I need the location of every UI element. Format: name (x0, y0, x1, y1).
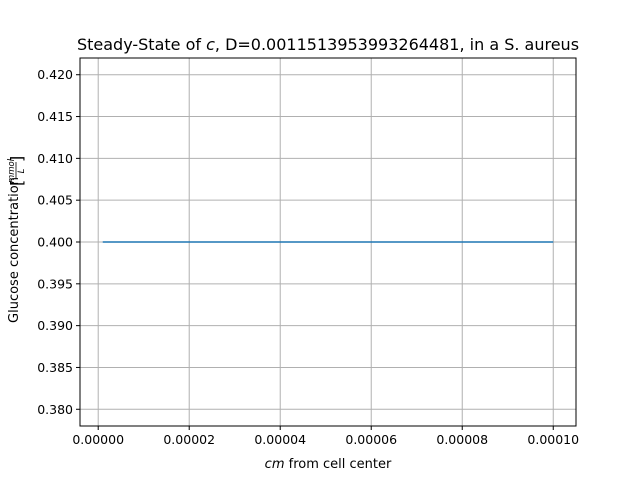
x-tick-label: 0.00008 (436, 432, 488, 447)
y-tick-label: 0.410 (37, 151, 73, 166)
y-tick-label: 0.390 (37, 318, 73, 333)
y-tick-label: 0.400 (37, 235, 73, 250)
x-tick-label: 0.00004 (254, 432, 306, 447)
x-tick-label: 0.00000 (72, 432, 124, 447)
x-tick-label: 0.00006 (345, 432, 397, 447)
y-axis-label-bracket-right: ] (7, 156, 26, 162)
y-axis-label: Glucose concentration [ mmol L ] (7, 156, 27, 323)
y-axis: 0.380 0.385 0.390 0.395 0.400 0.405 0.410 0.415… (37, 67, 80, 417)
y-tick-label: 0.380 (37, 402, 73, 417)
y-axis-label-bracket-left: [ (7, 180, 26, 186)
x-tick-label: 0.00010 (527, 432, 579, 447)
y-tick-label: 0.415 (37, 109, 73, 124)
x-tick-label: 0.00002 (163, 432, 215, 447)
y-tick-label: 0.395 (37, 276, 73, 291)
y-axis-label-text: Glucose concentration (7, 177, 22, 323)
chart-title: Steady-State of c, D=0.00115139539932644… (77, 35, 579, 54)
y-tick-label: 0.420 (37, 67, 73, 82)
y-tick-label: 0.385 (37, 360, 73, 375)
y-axis-unit-denominator: L (17, 168, 27, 173)
x-axis-label: cm from cell center (265, 457, 392, 472)
x-axis: 0.00000 0.00002 0.00004 0.00006 0.00008 0.000… (72, 426, 579, 447)
y-axis-unit-numerator: mmol (7, 158, 17, 183)
y-tick-label: 0.405 (37, 193, 73, 208)
